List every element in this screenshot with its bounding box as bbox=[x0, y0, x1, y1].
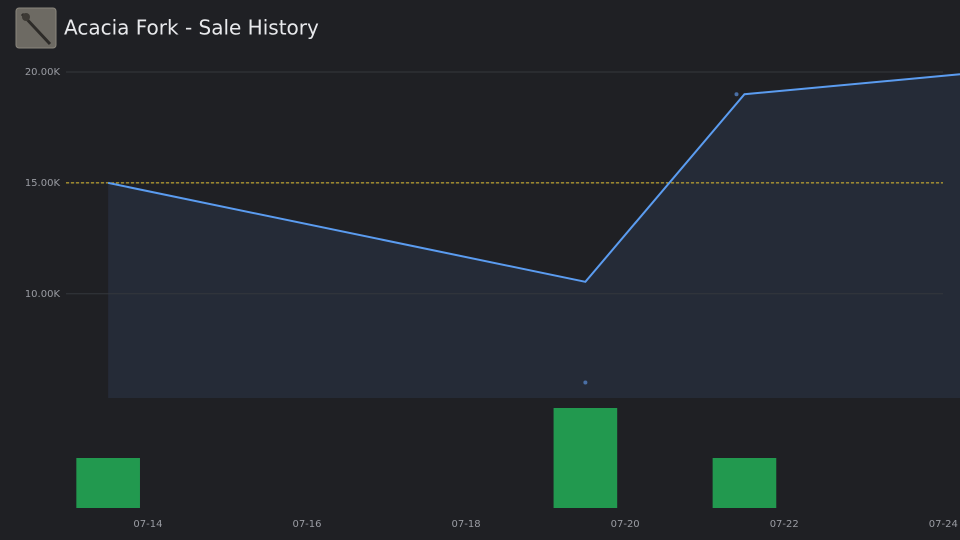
sale-point bbox=[583, 380, 588, 385]
chart-title: Acacia Fork - Sale History bbox=[64, 16, 319, 40]
price-line bbox=[107, 73, 960, 283]
volume-bar bbox=[712, 458, 777, 508]
y-tick-label: 10.00K bbox=[25, 289, 61, 300]
y-tick-label: 20.00K bbox=[25, 67, 61, 78]
volume-bar bbox=[76, 458, 140, 508]
x-tick-label: 07-16 bbox=[292, 519, 321, 530]
volume-bar bbox=[553, 408, 618, 508]
y-tick-label: 15.00K bbox=[25, 178, 61, 189]
sale-point bbox=[734, 92, 739, 97]
x-tick-label: 07-20 bbox=[611, 519, 640, 530]
x-tick-label: 07-22 bbox=[770, 519, 799, 530]
x-tick-label: 07-24 bbox=[929, 519, 958, 530]
x-tick-label: 07-14 bbox=[133, 519, 162, 530]
x-tick-label: 07-18 bbox=[452, 519, 481, 530]
item-icon bbox=[15, 7, 57, 49]
area bbox=[108, 74, 960, 398]
